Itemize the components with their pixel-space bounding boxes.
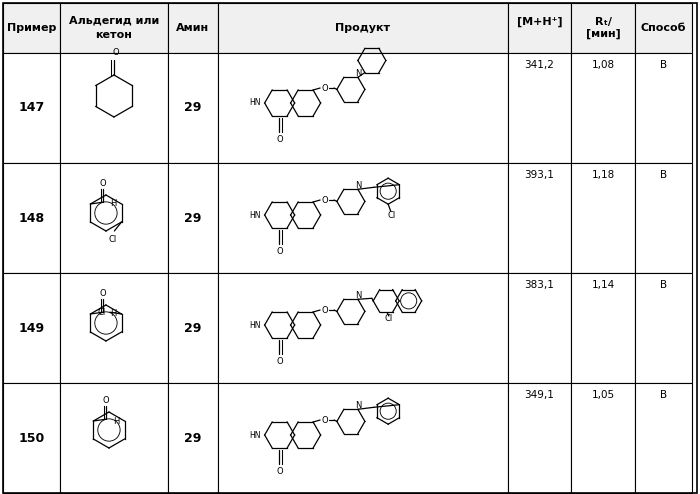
Text: B: B [660, 170, 667, 180]
Bar [168, 163, 218, 273]
Text: 341,2: 341,2 [524, 60, 554, 70]
Bar [508, 383, 571, 493]
Bar [218, 383, 508, 493]
Text: 148: 148 [19, 211, 45, 224]
Text: B: B [660, 280, 667, 290]
Bar [636, 3, 692, 53]
Bar [571, 273, 636, 383]
Bar [636, 53, 692, 163]
Text: Пример: Пример [7, 23, 57, 33]
Bar [4, 53, 60, 163]
Text: H: H [110, 200, 116, 208]
Text: O: O [322, 415, 328, 424]
Bar [218, 273, 508, 383]
Bar [218, 3, 508, 53]
Text: O: O [276, 247, 283, 255]
Text: N: N [355, 401, 361, 410]
Bar [571, 3, 636, 53]
Text: Rₜ/: Rₜ/ [595, 17, 612, 27]
Text: 147: 147 [19, 101, 45, 115]
Text: N: N [355, 181, 361, 190]
Text: 1,08: 1,08 [592, 60, 615, 70]
Bar [571, 383, 636, 493]
Text: кетон: кетон [95, 30, 132, 40]
Text: [мин]: [мин] [586, 29, 621, 39]
Text: B: B [660, 60, 667, 70]
Text: H: H [113, 416, 119, 425]
Text: 29: 29 [184, 322, 202, 334]
Text: Продукт: Продукт [335, 23, 390, 33]
Bar [508, 273, 571, 383]
Text: O: O [99, 179, 106, 188]
Text: N: N [355, 291, 361, 300]
Bar [636, 383, 692, 493]
Bar [218, 53, 508, 163]
Text: O: O [322, 83, 328, 92]
Text: O: O [103, 396, 109, 405]
Text: 29: 29 [184, 101, 202, 115]
Text: 383,1: 383,1 [524, 280, 554, 290]
Text: 29: 29 [184, 431, 202, 445]
Bar [4, 273, 60, 383]
Text: 1,18: 1,18 [592, 170, 615, 180]
Text: O: O [276, 466, 283, 476]
Bar [168, 273, 218, 383]
Text: 393,1: 393,1 [524, 170, 554, 180]
Text: 1,14: 1,14 [592, 280, 615, 290]
Text: H: H [110, 310, 116, 319]
Text: 1,05: 1,05 [592, 390, 615, 400]
Text: 29: 29 [184, 211, 202, 224]
Bar [508, 3, 571, 53]
Text: HN: HN [249, 321, 260, 329]
Bar [218, 163, 508, 273]
Text: Амин: Амин [176, 23, 209, 33]
Text: O: O [113, 48, 119, 57]
Text: B: B [660, 390, 667, 400]
Text: 149: 149 [19, 322, 45, 334]
Text: 349,1: 349,1 [524, 390, 554, 400]
Text: 150: 150 [19, 431, 45, 445]
Bar [4, 383, 60, 493]
Text: Cl: Cl [97, 308, 106, 317]
Bar [168, 53, 218, 163]
Bar [4, 163, 60, 273]
Text: Cl: Cl [108, 235, 117, 244]
Bar [636, 163, 692, 273]
Bar [571, 53, 636, 163]
Text: O: O [276, 357, 283, 366]
Text: Cl: Cl [388, 211, 396, 220]
Bar [60, 383, 168, 493]
Text: O: O [276, 134, 283, 143]
Text: [M+H⁺]: [M+H⁺] [517, 17, 562, 27]
Text: Способ: Способ [641, 23, 687, 33]
Text: HN: HN [249, 430, 260, 440]
Text: N: N [355, 69, 361, 78]
Bar [168, 383, 218, 493]
Text: HN: HN [249, 98, 260, 108]
Bar [508, 53, 571, 163]
Bar [60, 163, 168, 273]
Text: O: O [99, 289, 106, 298]
Text: Cl: Cl [384, 314, 393, 323]
Text: O: O [322, 305, 328, 315]
Text: Альдегид или: Альдегид или [69, 16, 159, 26]
Bar [168, 3, 218, 53]
Bar [4, 3, 60, 53]
Bar [60, 273, 168, 383]
Bar [636, 273, 692, 383]
Bar [571, 163, 636, 273]
Bar [60, 3, 168, 53]
Bar [60, 53, 168, 163]
Bar [508, 163, 571, 273]
Text: O: O [322, 196, 328, 205]
Text: HN: HN [249, 210, 260, 219]
